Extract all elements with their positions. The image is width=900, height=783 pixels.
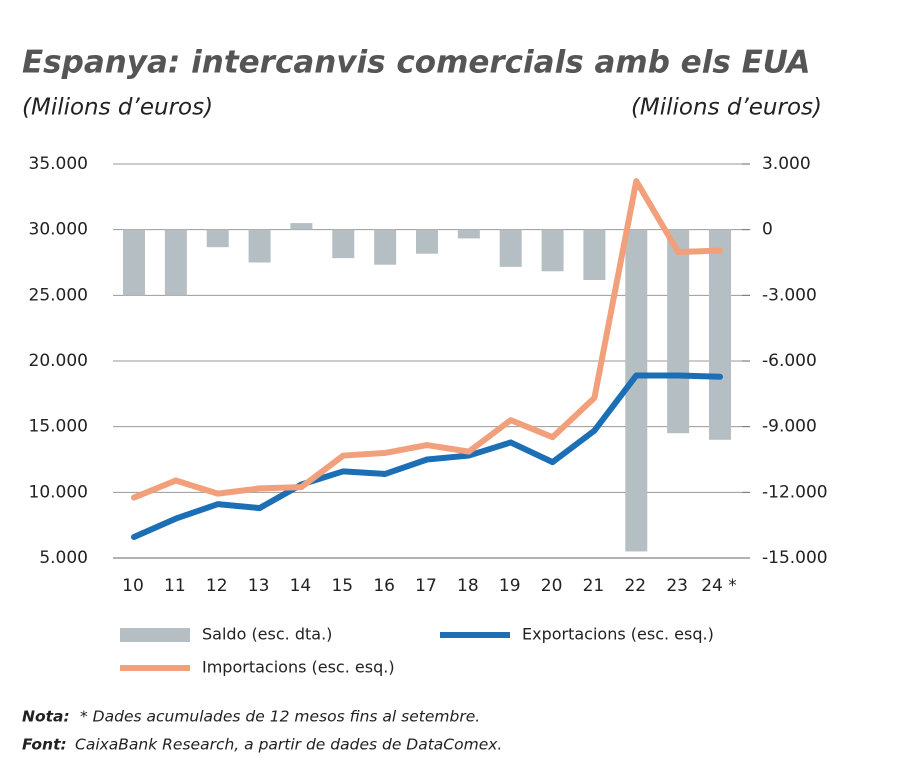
x-tick-label: 18 (457, 576, 479, 596)
line (131, 178, 723, 501)
y-tick-label: 10.000 (29, 482, 88, 502)
y-axis-label: (Milions d’euros) (22, 95, 213, 121)
y2-tick-label: -15.000 (762, 548, 828, 568)
x-tick-label: 16 (373, 576, 395, 596)
bar (416, 229, 438, 254)
bar (206, 229, 229, 248)
bar (457, 229, 480, 239)
x-tick-label: 24 * (701, 576, 737, 596)
y-tick-label: 5.000 (39, 548, 88, 568)
y-tick-label: 30.000 (29, 220, 88, 240)
bar (625, 229, 648, 552)
y2-tick-label: 0 (762, 220, 773, 240)
x-tick-label: 19 (499, 576, 521, 596)
bar (248, 229, 271, 263)
y-tick-label: 35.000 (29, 154, 88, 174)
x-tick-label: 20 (541, 576, 563, 596)
source: CaixaBank Research, a partir de dades de… (75, 736, 502, 754)
line (131, 372, 723, 540)
bar (332, 229, 355, 259)
bar (541, 229, 564, 272)
y-tick-label: 15.000 (29, 417, 88, 437)
x-tick-label: 15 (331, 576, 353, 596)
x-tick-label: 23 (666, 576, 688, 596)
y2-tick-label: -6.000 (762, 351, 817, 371)
y2-tick-label: -9.000 (762, 417, 817, 437)
legend-label: Saldo (esc. dta.) (202, 625, 332, 644)
legend-swatch (120, 628, 190, 642)
legend-label: Exportacions (esc. esq.) (522, 625, 714, 644)
bar (374, 229, 397, 265)
y2-tick-label: 3.000 (762, 154, 811, 174)
bar (709, 229, 731, 440)
bar (164, 229, 187, 296)
bar (290, 223, 313, 230)
x-tick-label: 22 (624, 576, 646, 596)
note-label: Nota: (22, 708, 70, 726)
y-tick-label: 25.000 (29, 285, 88, 305)
source-label: Font: (22, 736, 67, 754)
y2-tick-label: -3.000 (762, 285, 817, 305)
legend-label: Importacions (esc. esq.) (202, 658, 395, 677)
bar (123, 229, 145, 296)
x-tick-label: 10 (122, 576, 144, 596)
y2-tick-label: -12.000 (762, 482, 828, 502)
x-tick-label: 17 (415, 576, 437, 596)
x-tick-label: 14 (290, 576, 312, 596)
x-tick-label: 21 (583, 576, 605, 596)
x-tick-label: 11 (164, 576, 186, 596)
bar (499, 229, 522, 267)
bar (583, 229, 606, 281)
bar (667, 229, 690, 434)
note: * Dades acumulades de 12 mesos fins al s… (80, 708, 480, 726)
x-tick-label: 13 (248, 576, 270, 596)
chart-title: Espanya: intercanvis comercials amb els … (22, 45, 811, 81)
y2-axis-label: (Milions d’euros) (631, 95, 822, 121)
y-tick-label: 20.000 (29, 351, 88, 371)
x-tick-label: 12 (206, 576, 228, 596)
